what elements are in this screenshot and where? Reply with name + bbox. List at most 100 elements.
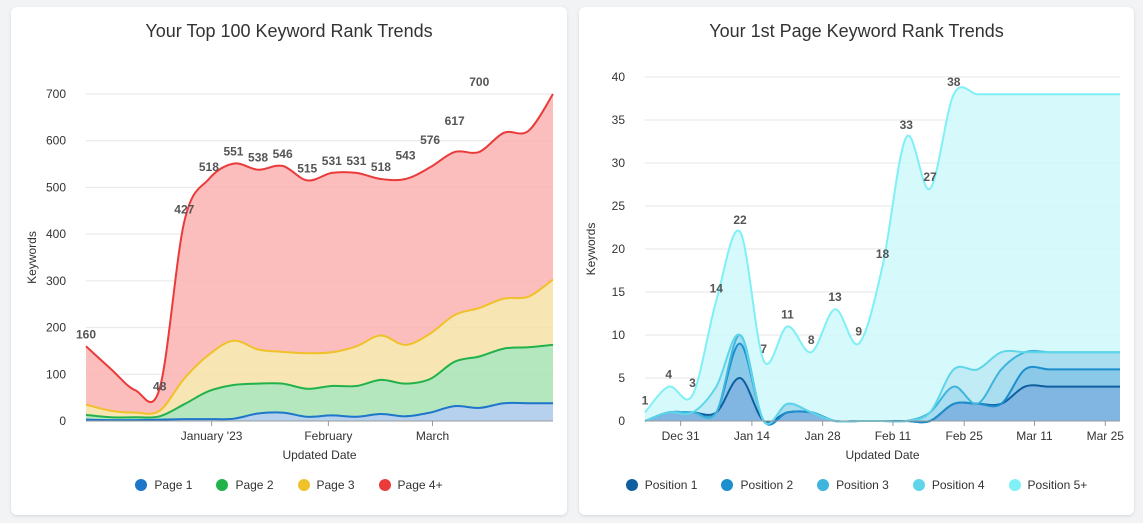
data-label: 551 [223, 145, 243, 159]
x-tick-label: February [304, 429, 352, 443]
y-tick-label: 35 [612, 113, 626, 127]
legend-item-position-4[interactable]: Position 4 [912, 478, 985, 492]
data-label: 160 [76, 327, 96, 341]
legend-label: Position 1 [644, 478, 698, 492]
legend-item-page-4-[interactable]: Page 4+ [378, 478, 443, 492]
series-line-page-1[interactable] [85, 401, 553, 422]
legend-item-position-3[interactable]: Position 3 [817, 478, 889, 492]
x-tick-label: Mar 25 [1087, 429, 1125, 443]
data-label: 33 [900, 118, 914, 132]
series-area-page-1 [86, 402, 553, 421]
legend-item-position-2[interactable]: Position 2 [721, 478, 793, 492]
data-label: 515 [297, 161, 317, 175]
data-label: 3 [689, 376, 696, 390]
series-area-page-4- [86, 94, 553, 414]
chart-legend: Page 1 Page 2 Page 3 Page 4+ [11, 478, 567, 492]
x-tick-label: Dec 31 [662, 429, 700, 443]
data-label: 518 [371, 160, 391, 174]
y-tick-label: 600 [46, 134, 66, 148]
legend-label: Position 5+ [1027, 478, 1088, 492]
legend-marker-icon [216, 479, 229, 491]
firstpage-chart-card: Your 1st Page Keyword Rank Trends 0 5 10 15… [579, 7, 1134, 515]
x-tick-label: Jan 28 [805, 429, 841, 443]
y-tick-label: 15 [612, 285, 626, 299]
data-label: 38 [947, 75, 961, 89]
chart-title: Your 1st Page Keyword Rank Trends [709, 21, 1004, 41]
x-tick-label: Jan 14 [734, 429, 770, 443]
data-label: 576 [420, 133, 440, 147]
data-label: 543 [396, 148, 416, 162]
legend-marker-icon [1008, 479, 1021, 491]
legend-item-position-5-[interactable]: Position 5+ [1008, 478, 1088, 492]
data-label: 13 [828, 290, 842, 304]
data-label: 518 [199, 160, 219, 174]
legend-label: Page 1 [154, 478, 193, 492]
top100-chart: 0 100 200 300 400 500 600 700 January '23 Februar… [25, 75, 554, 462]
top100-chart-card: Your Top 100 Keyword Rank Trends 0 100 200… [11, 7, 567, 515]
legend-marker-icon [297, 479, 310, 491]
chart-legend: Position 1 Position 2 Position 3 Position 4… [579, 478, 1134, 492]
y-tick-label: 40 [612, 70, 626, 84]
y-tick-label: 500 [46, 180, 66, 194]
data-label: 9 [855, 325, 862, 339]
series-area-page-2 [86, 344, 553, 421]
data-label: 22 [733, 213, 747, 227]
legend-item-page-2[interactable]: Page 2 [216, 478, 274, 492]
x-axis-title: Updated Date [845, 448, 919, 462]
data-label: 1 [642, 393, 649, 407]
y-tick-label: 0 [618, 414, 625, 428]
y-tick-label: 25 [612, 199, 626, 213]
legend-marker-icon [912, 479, 925, 491]
series-area-position-5- [645, 87, 1120, 421]
data-label: 14 [710, 282, 724, 296]
series-line-page-3[interactable] [85, 278, 554, 415]
legend-item-position-1[interactable]: Position 1 [625, 478, 698, 492]
chart-title: Your Top 100 Keyword Rank Trends [145, 21, 433, 41]
y-tick-label: 30 [612, 156, 626, 170]
y-axis-title: Keywords [584, 223, 598, 276]
data-label: 7 [760, 342, 767, 356]
legend-item-page-3[interactable]: Page 3 [297, 478, 355, 492]
legend-label: Position 3 [836, 478, 889, 492]
y-tick-label: 5 [618, 371, 625, 385]
data-label: 531 [346, 154, 366, 168]
data-label: 546 [273, 147, 293, 161]
x-tick-label: January '23 [181, 429, 243, 443]
series-area-position-1 [645, 377, 1120, 423]
data-label: 18 [876, 247, 890, 261]
legend-marker-icon [135, 479, 148, 491]
series-area-position-3 [645, 334, 1120, 424]
series-line-position-5-[interactable] [644, 86, 1120, 414]
data-label: 617 [445, 114, 465, 128]
data-label: 48 [153, 380, 167, 394]
data-label: 8 [808, 333, 815, 347]
data-label: 27 [923, 170, 937, 184]
legend-marker-icon [625, 479, 638, 491]
legend-label: Page 2 [235, 478, 274, 492]
legend-label: Page 4+ [397, 478, 443, 492]
y-tick-label: 400 [46, 227, 66, 241]
y-tick-label: 300 [46, 274, 66, 288]
y-tick-label: 100 [46, 367, 66, 381]
y-axis-title: Keywords [25, 231, 39, 284]
data-label: 427 [174, 203, 194, 217]
y-tick-label: 0 [59, 414, 66, 428]
firstpage-chart: 0 5 10 15 20 25 30 35 40 Dec 31 Jan 14 Jan 28 Feb 11… [584, 70, 1125, 462]
series-area-page-3 [86, 279, 553, 418]
legend-item-page-1[interactable]: Page 1 [135, 478, 192, 492]
legend-label: Page 3 [316, 478, 355, 492]
series-line-page-2[interactable] [85, 343, 554, 419]
x-axis-title: Updated Date [282, 448, 356, 462]
data-label: 700 [469, 75, 489, 89]
data-label: 11 [781, 307, 794, 321]
y-tick-label: 10 [612, 328, 626, 342]
data-label: 531 [322, 154, 342, 168]
data-label: 4 [665, 368, 672, 382]
legend-marker-icon [817, 479, 830, 491]
series-line-page-4-[interactable] [85, 93, 554, 404]
legend-label: Position 4 [931, 478, 985, 492]
x-tick-label: Feb 11 [875, 429, 912, 443]
x-tick-label: March [416, 429, 449, 443]
x-tick-label: Mar 11 [1016, 429, 1053, 443]
legend-marker-icon [721, 479, 734, 491]
